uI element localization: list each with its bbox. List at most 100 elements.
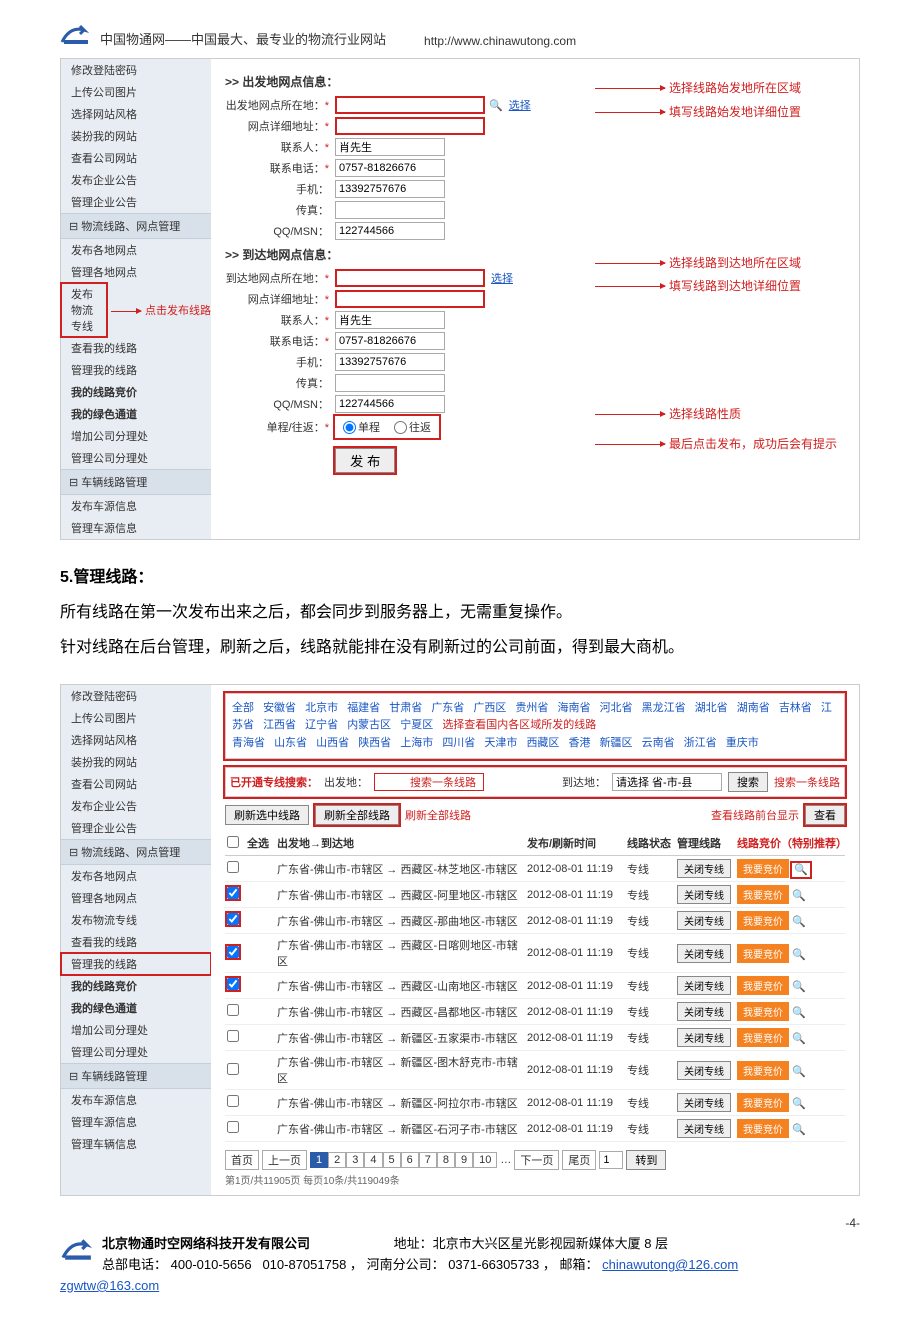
bid-button[interactable]: 我要竞价 (737, 1002, 789, 1021)
sidebar-item[interactable]: 装扮我的网站 (61, 125, 211, 147)
row-checkbox[interactable] (227, 1063, 239, 1075)
input-mobile2[interactable] (335, 353, 445, 371)
magnify-icon[interactable]: 🔍 (792, 890, 806, 902)
region-link[interactable]: 海南省 (558, 702, 591, 714)
bid-button[interactable]: 我要竞价 (737, 885, 789, 904)
sidebar-item[interactable]: 查看公司网站 (61, 147, 211, 169)
input-contact[interactable] (335, 138, 445, 156)
row-checkbox[interactable] (227, 1004, 239, 1016)
close-route-button[interactable]: 关闭专线 (677, 976, 731, 995)
magnify-icon[interactable]: 🔍 (792, 1066, 806, 1078)
radio-round[interactable]: 往返 (390, 418, 435, 436)
pager-page[interactable]: 3 (346, 1152, 364, 1168)
close-route-button[interactable]: 关闭专线 (677, 859, 731, 878)
close-route-button[interactable]: 关闭专线 (677, 885, 731, 904)
sidebar-item[interactable]: 发布企业公告 (61, 795, 211, 817)
radio-oneway[interactable]: 单程 (339, 418, 384, 436)
region-link[interactable]: 广西区 (473, 702, 506, 714)
magnify-icon[interactable]: 🔍 (792, 1124, 806, 1136)
region-link[interactable]: 内蒙古区 (347, 719, 391, 731)
sidebar-item[interactable]: 发布企业公告 (61, 169, 211, 191)
input-arrive-addr[interactable] (335, 290, 485, 308)
region-link[interactable]: 江西省 (263, 719, 296, 731)
pager-page[interactable]: 4 (364, 1152, 382, 1168)
sidebar-item[interactable]: 发布各地网点 (61, 239, 211, 261)
region-link[interactable]: 吉林省 (779, 702, 812, 714)
sidebar-item[interactable]: 管理车源信息 (61, 517, 211, 539)
sidebar-item[interactable]: 上传公司图片 (61, 81, 211, 103)
close-route-button[interactable]: 关闭专线 (677, 1061, 731, 1080)
region-link[interactable]: 西藏区 (526, 737, 559, 749)
close-route-button[interactable]: 关闭专线 (677, 911, 731, 930)
sidebar-item[interactable]: 管理车辆信息 (61, 1133, 211, 1155)
region-link[interactable]: 全部 (232, 702, 254, 714)
magnify-icon[interactable]: 🔍 (792, 863, 810, 877)
region-link[interactable]: 浙江省 (684, 737, 717, 749)
footer-mail1[interactable]: chinawutong@126.com (602, 1257, 738, 1272)
sidebar-item[interactable]: 发布物流专线 (61, 283, 107, 337)
publish-button[interactable]: 发 布 (335, 448, 395, 473)
sidebar-item[interactable]: 管理企业公告 (61, 817, 211, 839)
select-all-checkbox[interactable] (227, 836, 239, 848)
close-route-button[interactable]: 关闭专线 (677, 944, 731, 963)
select-link[interactable]: 选择 (509, 97, 531, 113)
region-link[interactable]: 黑龙江省 (642, 702, 686, 714)
sidebar-item[interactable]: 发布物流专线 (61, 909, 211, 931)
row-checkbox[interactable] (227, 887, 239, 899)
region-link[interactable]: 北京市 (305, 702, 338, 714)
magnify-icon[interactable]: 🔍 (792, 1033, 806, 1045)
row-checkbox[interactable] (227, 913, 239, 925)
bid-button[interactable]: 我要竞价 (737, 976, 789, 995)
sidebar-item[interactable]: 管理我的线路 (61, 359, 211, 381)
pager-page[interactable]: 10 (473, 1152, 497, 1168)
region-link[interactable]: 四川省 (442, 737, 475, 749)
search-icon[interactable]: 🔍 (489, 99, 503, 112)
sidebar-item[interactable]: 我的线路竞价 (61, 975, 211, 997)
close-route-button[interactable]: 关闭专线 (677, 1028, 731, 1047)
pager-page[interactable]: 1 (310, 1152, 328, 1168)
region-link[interactable]: 河北省 (600, 702, 633, 714)
pager-page[interactable]: 6 (401, 1152, 419, 1168)
pager-page[interactable]: 9 (455, 1152, 473, 1168)
row-checkbox[interactable] (227, 861, 239, 873)
region-link[interactable]: 辽宁省 (305, 719, 338, 731)
sidebar-item[interactable]: 查看我的线路 (61, 931, 211, 953)
sidebar-item[interactable]: 增加公司分理处 (61, 1019, 211, 1041)
input-fax[interactable] (335, 201, 445, 219)
region-link[interactable]: 陕西省 (358, 737, 391, 749)
pager-goto-input[interactable] (599, 1151, 623, 1169)
region-link[interactable]: 香港 (569, 737, 591, 749)
region-link[interactable]: 贵州省 (515, 702, 548, 714)
sidebar-item[interactable]: 选择网站风格 (61, 103, 211, 125)
region-link[interactable]: 山西省 (316, 737, 349, 749)
region-link[interactable]: 山东省 (274, 737, 307, 749)
sidebar-item[interactable]: 修改登陆密码 (61, 685, 211, 707)
bid-button[interactable]: 我要竞价 (737, 1028, 789, 1047)
refresh-selected-button[interactable]: 刷新选中线路 (225, 805, 309, 825)
bid-button[interactable]: 我要竞价 (737, 944, 789, 963)
region-link[interactable]: 重庆市 (726, 737, 759, 749)
row-checkbox[interactable] (227, 1121, 239, 1133)
magnify-icon[interactable]: 🔍 (792, 1098, 806, 1110)
sidebar-item[interactable]: 管理公司分理处 (61, 1041, 211, 1063)
region-link[interactable]: 福建省 (347, 702, 380, 714)
magnify-icon[interactable]: 🔍 (792, 1007, 806, 1019)
sidebar-item[interactable]: 选择网站风格 (61, 729, 211, 751)
row-checkbox[interactable] (227, 1030, 239, 1042)
sidebar-item[interactable]: 我的绿色通道 (61, 997, 211, 1019)
row-checkbox[interactable] (227, 1095, 239, 1107)
bid-button[interactable]: 我要竞价 (737, 1093, 789, 1112)
magnify-icon[interactable]: 🔍 (792, 916, 806, 928)
close-route-button[interactable]: 关闭专线 (677, 1119, 731, 1138)
pager-first[interactable]: 首页 (225, 1150, 259, 1170)
input-qq2[interactable] (335, 395, 445, 413)
input-depart-loc[interactable] (335, 96, 485, 114)
row-checkbox[interactable] (227, 978, 239, 990)
sidebar-item[interactable]: 装扮我的网站 (61, 751, 211, 773)
search-button[interactable]: 搜索 (728, 772, 768, 792)
input-mobile[interactable] (335, 180, 445, 198)
sidebar-item[interactable]: 管理车源信息 (61, 1111, 211, 1133)
refresh-all-button[interactable]: 刷新全部线路 (315, 805, 399, 825)
input-qq[interactable] (335, 222, 445, 240)
close-route-button[interactable]: 关闭专线 (677, 1093, 731, 1112)
